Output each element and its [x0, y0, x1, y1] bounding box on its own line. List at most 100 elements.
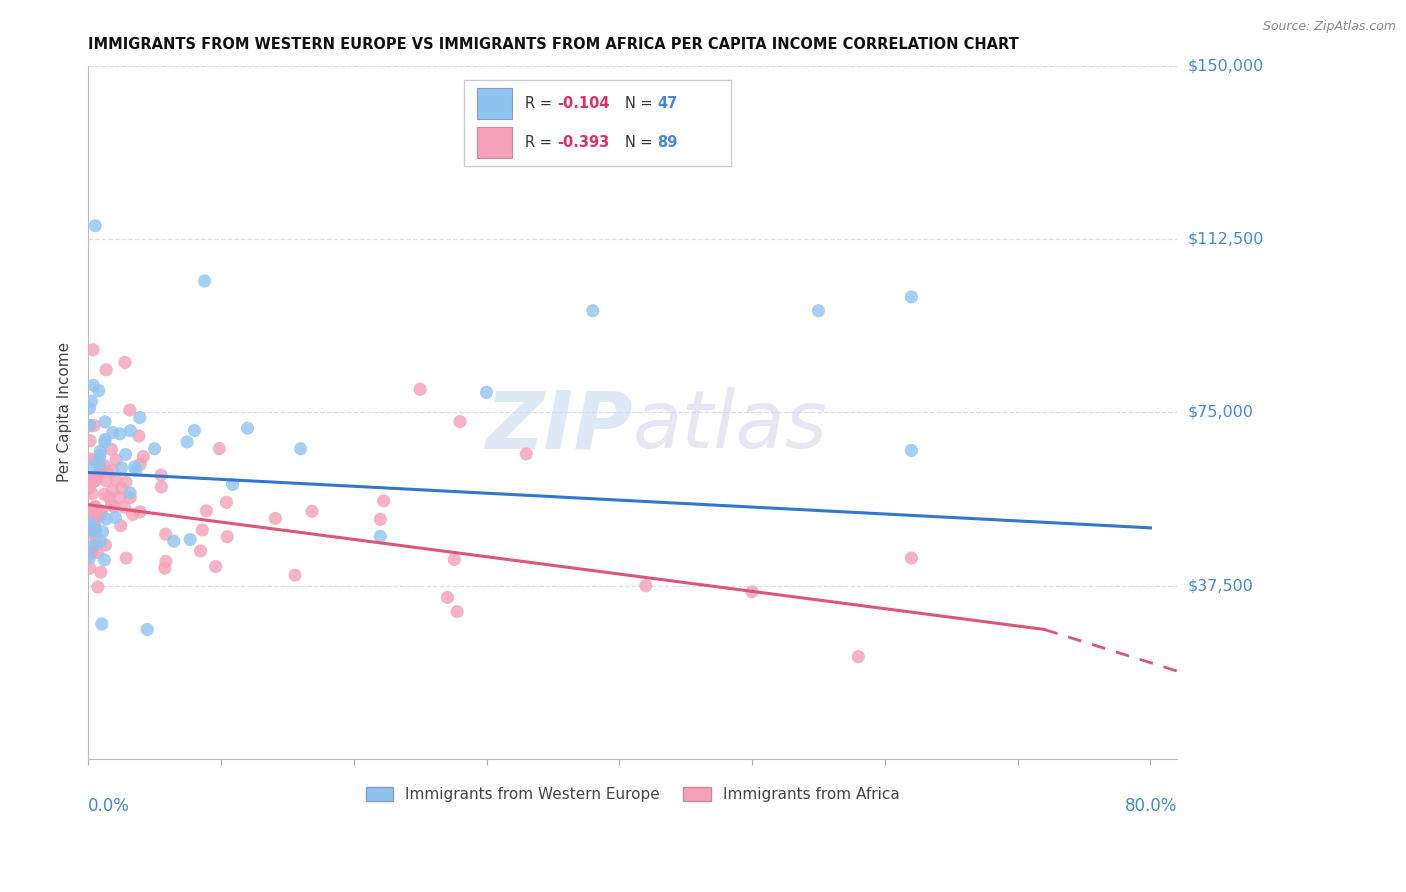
Text: R =: R =	[524, 95, 557, 111]
Point	[103, 500, 125, 514]
Point	[108, 490, 131, 504]
Point	[301, 504, 323, 518]
Point	[94, 538, 117, 552]
Point	[83, 418, 105, 433]
Point	[90, 534, 112, 549]
Point	[87, 580, 110, 594]
Point	[82, 544, 104, 558]
Text: $112,500: $112,500	[1188, 232, 1264, 247]
Point	[183, 424, 205, 438]
Point	[79, 401, 101, 416]
Point	[900, 551, 922, 566]
Point	[82, 524, 104, 538]
Point	[193, 274, 215, 288]
Text: 47: 47	[658, 95, 678, 111]
Point	[128, 429, 150, 443]
Point	[87, 508, 110, 523]
Point	[108, 426, 131, 441]
Text: Source: ZipAtlas.com: Source: ZipAtlas.com	[1263, 20, 1396, 33]
Point	[79, 550, 101, 565]
Point	[110, 460, 132, 475]
Point	[105, 453, 128, 467]
Point	[115, 475, 138, 490]
Point	[446, 605, 468, 619]
Point	[110, 518, 132, 533]
Point	[83, 518, 105, 533]
Point	[93, 458, 115, 473]
Point	[79, 481, 101, 495]
Point	[634, 579, 657, 593]
Point	[101, 425, 124, 440]
Point	[80, 394, 103, 409]
Text: -0.393: -0.393	[557, 135, 610, 150]
Point	[125, 463, 148, 477]
Point	[84, 472, 107, 486]
Point	[373, 494, 395, 508]
Legend: Immigrants from Western Europe, Immigrants from Africa: Immigrants from Western Europe, Immigran…	[359, 780, 907, 810]
Point	[80, 547, 103, 561]
Text: $75,000: $75,000	[1188, 405, 1254, 420]
Point	[221, 477, 243, 491]
Point	[115, 551, 138, 566]
Point	[94, 433, 117, 447]
Point	[93, 487, 115, 501]
Bar	[464, 79, 731, 167]
Point	[83, 453, 105, 467]
Point	[195, 504, 218, 518]
Point	[84, 524, 107, 539]
Point	[124, 459, 146, 474]
Point	[176, 434, 198, 449]
Point	[150, 468, 173, 483]
Point	[179, 533, 201, 547]
Point	[101, 463, 124, 477]
Point	[90, 463, 112, 477]
Point	[94, 435, 117, 450]
Point	[132, 450, 155, 464]
Point	[79, 474, 101, 488]
Point	[190, 544, 212, 558]
Point	[129, 457, 152, 471]
Point	[900, 290, 922, 304]
Point	[79, 418, 101, 433]
Bar	[477, 87, 512, 119]
Point	[96, 363, 118, 377]
Point	[93, 553, 115, 567]
Point	[89, 444, 111, 458]
Point	[89, 508, 111, 523]
Point	[100, 442, 122, 457]
Point	[217, 530, 239, 544]
Point	[368, 529, 391, 543]
Point	[79, 525, 101, 540]
Point	[96, 464, 118, 478]
Point	[114, 447, 136, 461]
Point	[208, 442, 231, 456]
Point	[129, 505, 152, 519]
Point	[436, 591, 458, 605]
Point	[86, 473, 108, 487]
Text: 0.0%: 0.0%	[89, 797, 129, 815]
Point	[136, 623, 159, 637]
Point	[155, 527, 177, 541]
Point	[807, 303, 830, 318]
Text: 89: 89	[658, 135, 678, 150]
Point	[100, 498, 122, 512]
Point	[409, 382, 432, 396]
Point	[475, 152, 498, 166]
Point	[80, 474, 103, 488]
Point	[370, 512, 392, 526]
Point	[153, 561, 176, 575]
Text: $37,500: $37,500	[1188, 578, 1254, 593]
Point	[83, 458, 105, 473]
Point	[236, 421, 259, 435]
Point	[79, 418, 101, 433]
Text: -0.104: -0.104	[557, 95, 610, 111]
Text: N =: N =	[624, 135, 657, 150]
Bar	[477, 127, 512, 158]
Point	[79, 434, 101, 448]
Point	[89, 507, 111, 521]
Point	[582, 303, 605, 318]
Point	[89, 458, 111, 472]
Point	[84, 523, 107, 537]
Point	[84, 519, 107, 533]
Point	[284, 568, 307, 582]
